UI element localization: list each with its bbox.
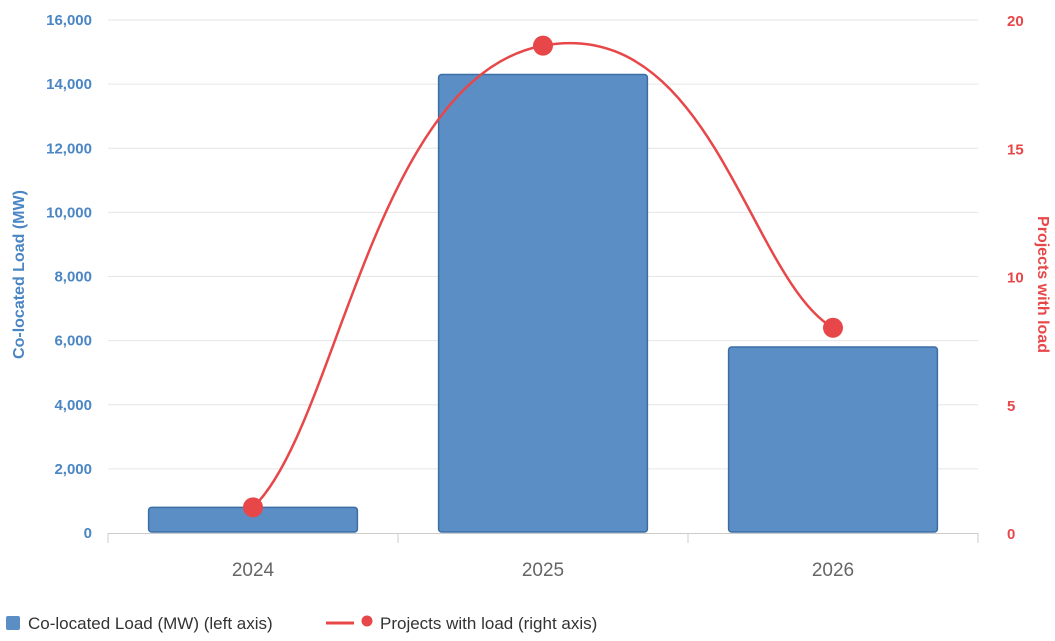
- line-point: [533, 35, 553, 56]
- x-tick-label: 2025: [522, 560, 564, 581]
- y-tick-label-left: 14,000: [46, 76, 92, 93]
- y-tick-label-left: 12,000: [46, 140, 92, 157]
- legend-swatch-bar: [6, 616, 20, 630]
- bar: [727, 346, 939, 533]
- y-tick-label-right: 5: [1007, 398, 1015, 415]
- legend-label-bar: Co-located Load (MW) (left axis): [28, 614, 273, 633]
- y-axis-title-left: Co-located Load (MW): [11, 190, 28, 359]
- line-series: [243, 35, 843, 518]
- y-tick-label-left: 8,000: [54, 269, 92, 286]
- y-tick-label-left: 10,000: [46, 204, 92, 221]
- y-tick-label-left: 16,000: [46, 12, 92, 29]
- y-tick-label-left: 2,000: [54, 461, 92, 478]
- y-tick-label-left: 6,000: [54, 333, 92, 350]
- axes: 0 2,000 4,000 6,000 8,000 10,000 12,000 14,000 1…: [11, 12, 1051, 581]
- bar: [437, 73, 649, 533]
- y-tick-label-left: 4,000: [54, 397, 92, 414]
- y-axis-title-right: Projects with load: [1034, 216, 1051, 353]
- y-tick-label-left: 0: [84, 525, 92, 542]
- legend-label-line: Projects with load (right axis): [380, 614, 597, 633]
- legend: Co-located Load (MW) (left axis) Projects…: [6, 614, 597, 633]
- line-point: [243, 497, 263, 518]
- y-tick-label-right: 15: [1007, 141, 1024, 158]
- x-tick-label: 2024: [232, 560, 275, 581]
- y-tick-label-right: 20: [1007, 13, 1024, 30]
- line-point: [823, 317, 843, 338]
- x-tick-label: 2026: [812, 560, 854, 581]
- bar-series: [147, 73, 939, 533]
- legend-swatch-point: [361, 615, 373, 627]
- y-tick-label-right: 10: [1007, 270, 1024, 287]
- y-tick-label-right: 0: [1007, 526, 1015, 543]
